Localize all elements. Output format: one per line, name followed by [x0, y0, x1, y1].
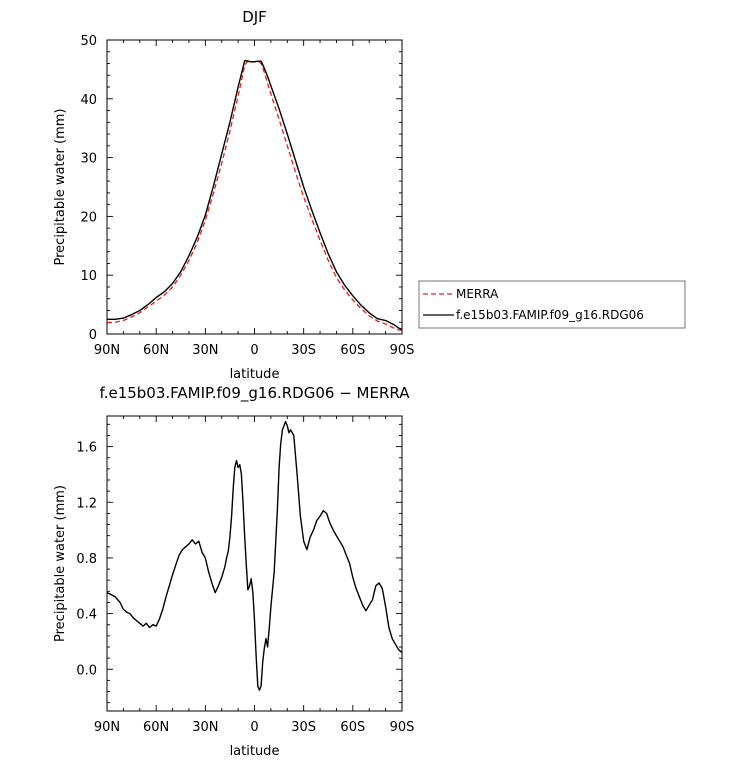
top-y-tick-label: 10 — [80, 269, 97, 284]
top-x-tick-label: 0 — [250, 343, 258, 358]
top-x-axis-label: latitude — [230, 367, 280, 382]
bottom-plot-frame — [106, 415, 403, 712]
bottom-y-axis-label: Precipitable water (mm) — [53, 485, 68, 642]
top-y-tick-label: 20 — [80, 210, 97, 225]
top-y-tick-label: 0 — [89, 328, 97, 343]
bottom-x-tick-label: 60N — [143, 720, 169, 735]
bottom-y-tick-label: 0.0 — [76, 663, 97, 678]
top-plot-frame — [106, 39, 403, 335]
top-x-tick-label: 90N — [94, 343, 120, 358]
bottom-x-tick-label: 30N — [192, 720, 218, 735]
bottom-y-tick-label: 0.8 — [76, 552, 97, 567]
top-series-line-merra — [106, 59, 403, 332]
legend-label-merra: MERRA — [456, 287, 499, 301]
legend-box — [418, 280, 686, 329]
top-chart-title: DJF — [242, 8, 267, 26]
top-x-tick-label: 60N — [143, 343, 169, 358]
top-x-tick-label: 30S — [291, 343, 316, 358]
bottom-y-tick-label: 0.4 — [76, 608, 97, 623]
bottom-y-tick-label: 1.2 — [76, 496, 97, 511]
bottom-x-axis-label: latitude — [230, 744, 280, 759]
legend-label-model: f.e15b03.FAMIP.f09_g16.RDG06 — [456, 308, 644, 322]
top-x-tick-label: 60S — [340, 343, 365, 358]
bottom-x-tick-label: 30S — [291, 720, 316, 735]
top-y-tick-label: 40 — [80, 93, 97, 108]
bottom-x-tick-label: 90S — [390, 720, 415, 735]
bottom-series-line-diff — [106, 420, 403, 691]
bottom-x-tick-label: 90N — [94, 720, 120, 735]
bottom-chart-title: f.e15b03.FAMIP.f09_g16.RDG06 − MERRA — [100, 384, 411, 403]
top-y-axis-label: Precipitable water (mm) — [53, 109, 68, 266]
legend: MERRA f.e15b03.FAMIP.f09_g16.RDG06 — [418, 280, 686, 329]
bottom-x-tick-label: 0 — [250, 720, 258, 735]
top-series-line-f-e15b03-famip-f09-g16-rdg06 — [107, 59, 403, 330]
top-x-tick-label: 90S — [390, 343, 415, 358]
bottom-x-tick-label: 60S — [340, 720, 365, 735]
top-y-tick-label: 50 — [80, 34, 97, 49]
bottom-y-tick-label: 1.6 — [76, 441, 97, 456]
top-panel: DJF 90N 60N 30N 0 30S 60S 90S 0 10 20 30 40 50 latitud… — [53, 8, 414, 382]
top-y-tick-label: 30 — [80, 152, 97, 167]
top-x-tick-label: 30N — [192, 343, 218, 358]
bottom-panel: f.e15b03.FAMIP.f09_g16.RDG06 − MERRA 90N 6… — [53, 384, 414, 759]
